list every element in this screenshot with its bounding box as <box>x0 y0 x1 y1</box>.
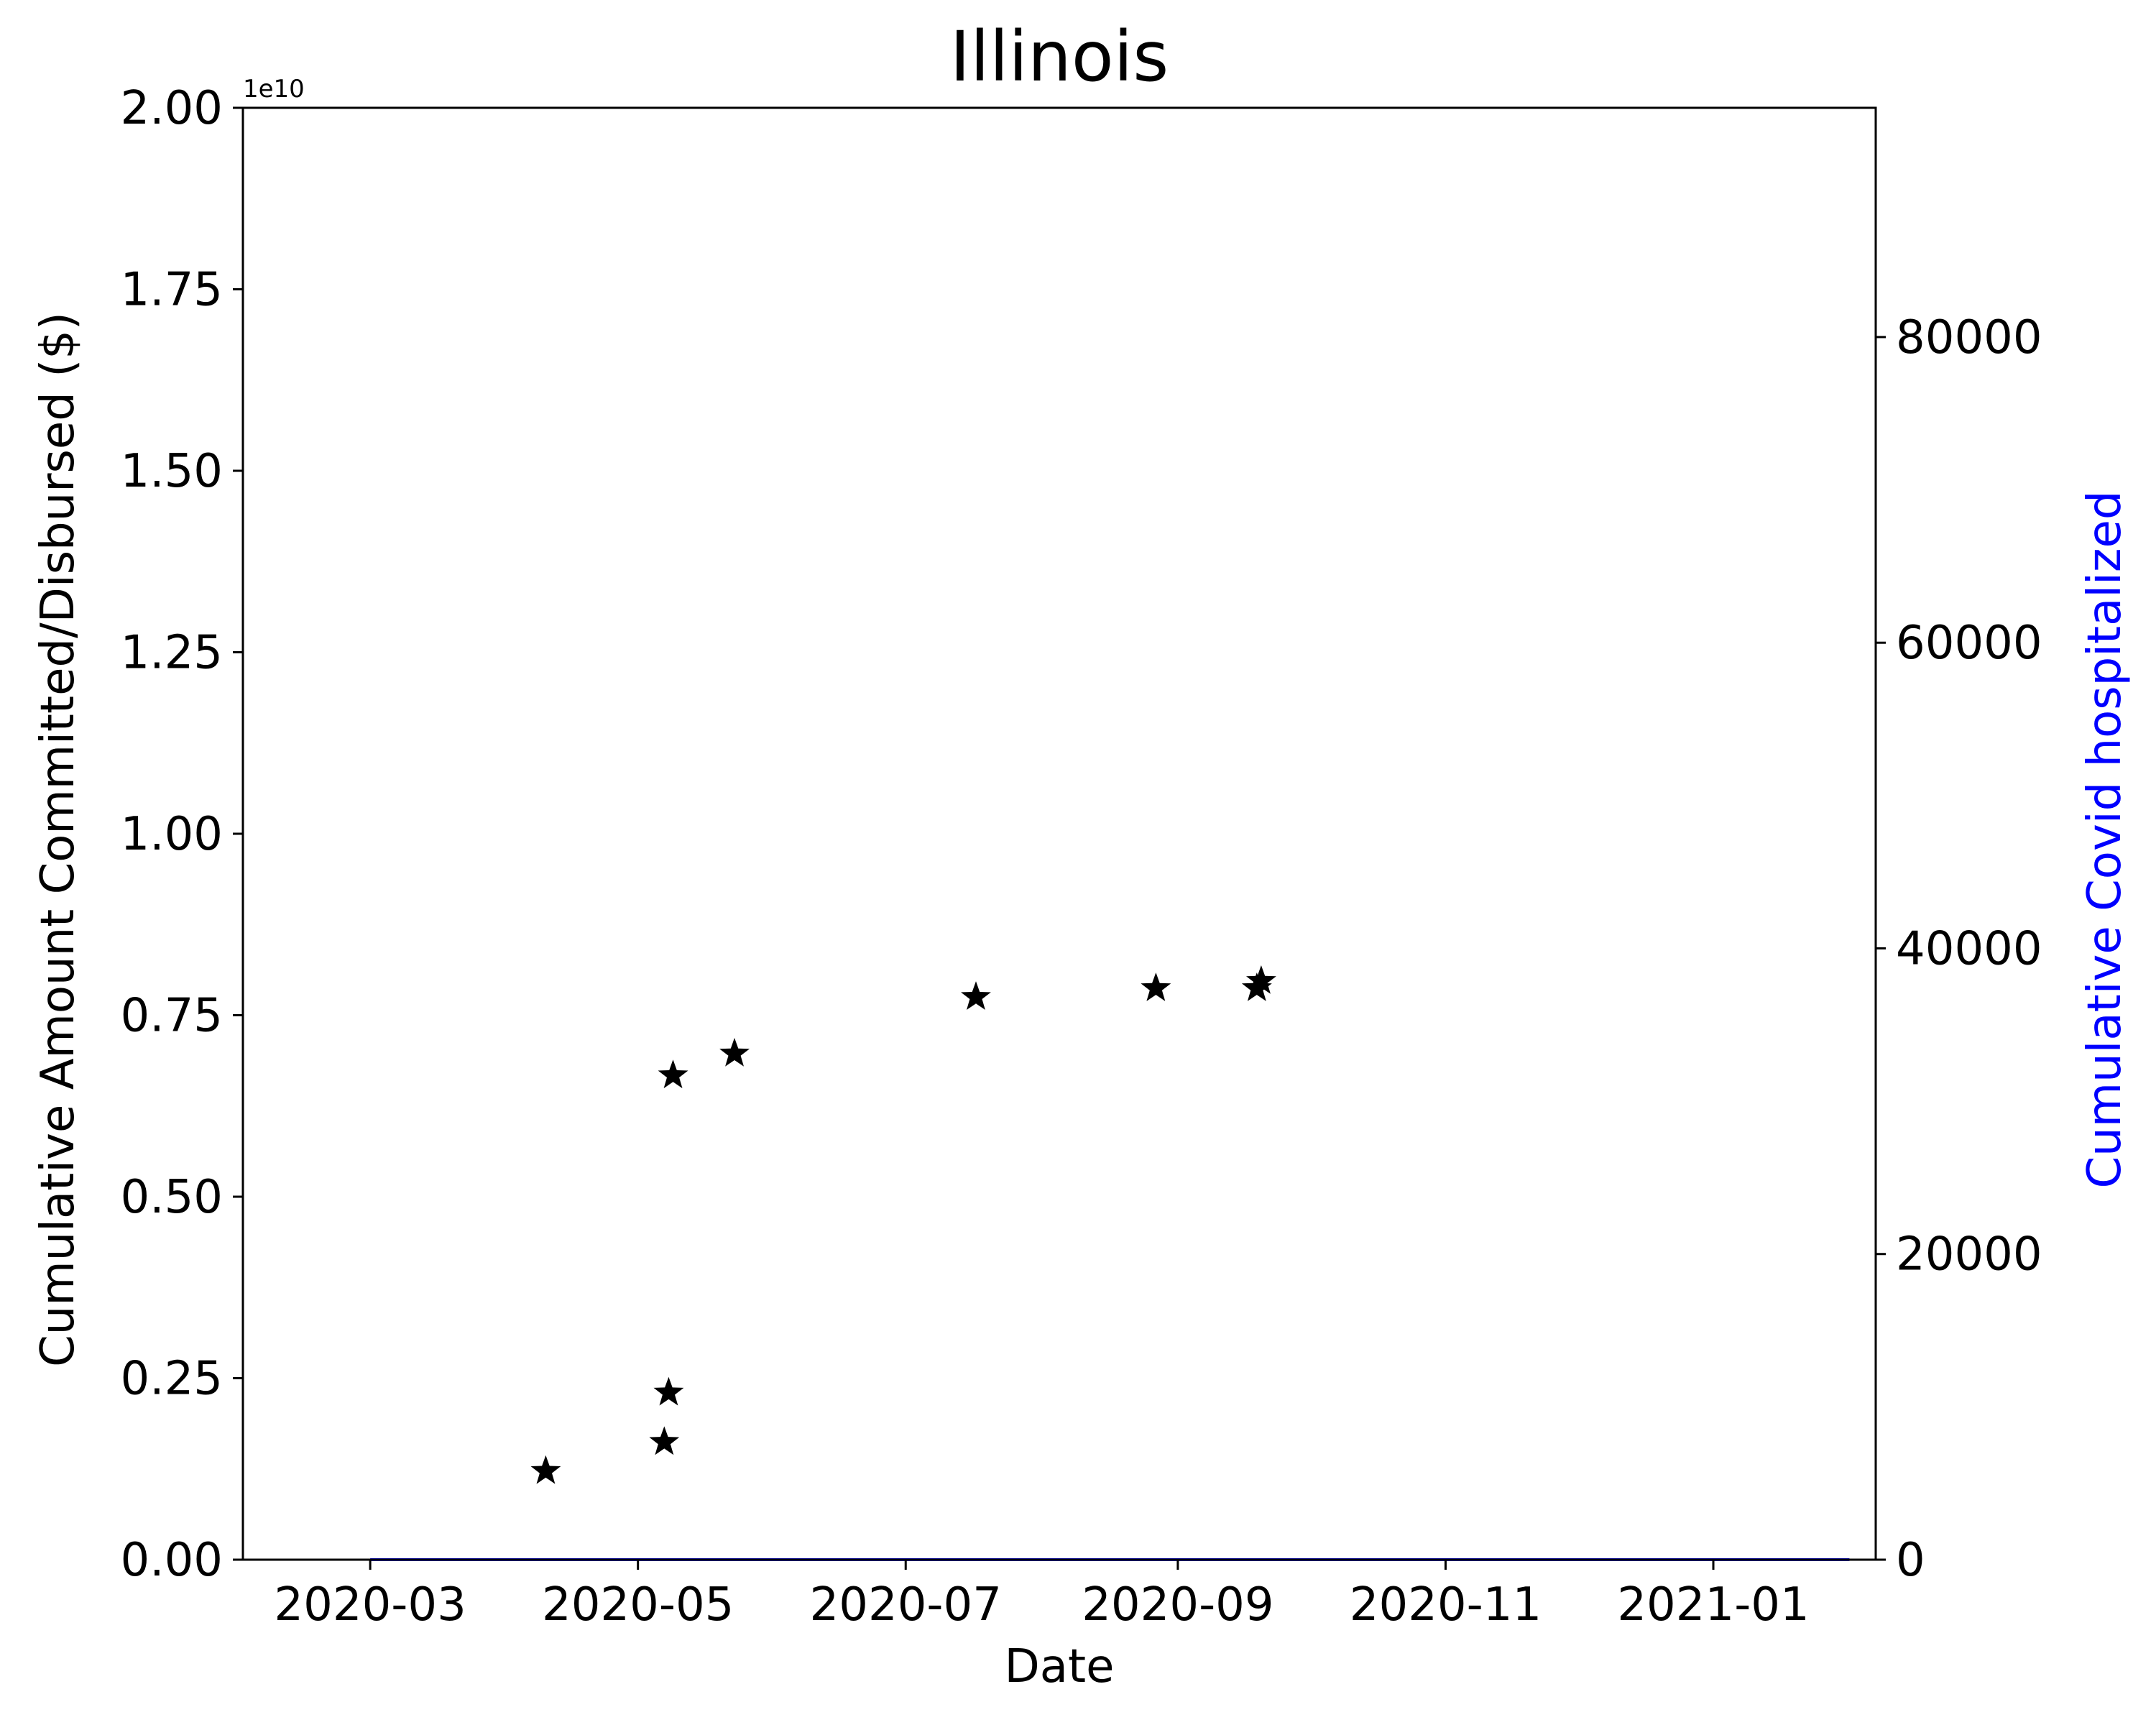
y2-tick-label: 80000 <box>1896 311 2042 364</box>
y2-tick-label: 60000 <box>1896 617 2042 670</box>
y-tick-label: 1.25 <box>121 627 224 680</box>
x-tick-label: 2020-11 <box>1350 1578 1542 1632</box>
y-tick-label: 0.00 <box>121 1534 224 1587</box>
chart-title: Illinois <box>950 17 1169 97</box>
y-tick-label: 0.75 <box>121 990 224 1043</box>
y-tick-label: 0.50 <box>121 1171 224 1224</box>
x-tick-label: 2020-05 <box>542 1578 734 1632</box>
data-point-star <box>530 1455 561 1484</box>
data-point-star <box>658 1059 688 1089</box>
y2-tick-label: 0 <box>1896 1534 1925 1587</box>
data-point-star <box>1141 972 1171 1001</box>
data-point-star <box>653 1376 684 1406</box>
y2-tick-label: 20000 <box>1896 1228 2042 1282</box>
y2-tick-label: 40000 <box>1896 922 2042 975</box>
y-axis-label: Cumulative Amount Committed/Disbursed ($… <box>32 312 85 1367</box>
x-axis-label: Date <box>1005 1640 1115 1693</box>
y2-axis-label: Cumulative Covid hospitalized <box>2078 490 2132 1188</box>
y-tick-label: 0.25 <box>121 1353 224 1406</box>
data-point-star <box>961 981 991 1010</box>
plot-area: 0.00 0.25 0.50 0.75 1.00 1.25 1.50 1.75 2.00 0 200… <box>121 82 2042 1632</box>
x-tick-label: 2020-07 <box>810 1578 1002 1632</box>
y-tick-label: 2.00 <box>121 82 224 135</box>
data-point-star <box>1246 965 1276 994</box>
x-tick-label: 2020-03 <box>274 1578 466 1632</box>
y-tick-label: 1.00 <box>121 808 224 861</box>
x-tick-label: 2020-09 <box>1082 1578 1273 1632</box>
data-point-star <box>719 1038 750 1067</box>
y-tick-label: 1.75 <box>121 264 224 317</box>
y-tick-label: 1.50 <box>121 445 224 498</box>
y-offset-label: 1e10 <box>243 75 305 104</box>
data-point-star <box>649 1426 680 1455</box>
x-tick-label: 2021-01 <box>1617 1578 1809 1632</box>
